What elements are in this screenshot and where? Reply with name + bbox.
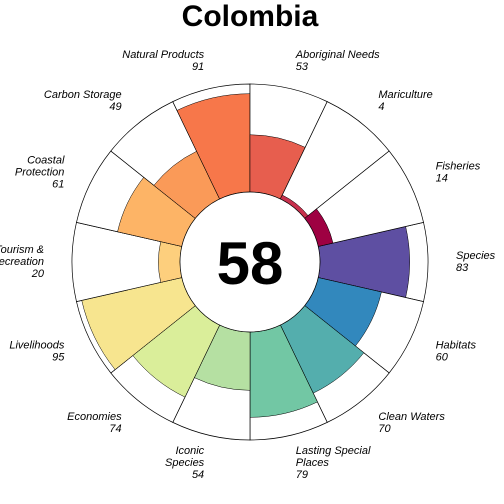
category-label-iconic-species: Iconic <box>175 445 204 457</box>
value-label-economies: 74 <box>109 423 121 435</box>
value-label-clean-waters: 70 <box>378 423 391 435</box>
category-label-carbon-storage: Carbon Storage <box>44 89 122 101</box>
category-label-coastal-protection: Protection <box>15 167 65 179</box>
category-label-natural-products: Natural Products <box>122 49 204 61</box>
label-habitats: Habitats 60 <box>436 339 477 363</box>
value-label-livelihoods: 95 <box>52 351 65 363</box>
value-label-coastal-protection: 61 <box>52 179 64 191</box>
category-label-coastal-protection: Coastal <box>27 155 65 167</box>
label-carbon-storage: Carbon Storage 49 <box>44 89 122 113</box>
label-livelihoods: Livelihoods 95 <box>9 339 65 363</box>
category-label-lasting-special-places: Places <box>296 457 330 469</box>
petal-tourism-recreation <box>158 241 183 283</box>
label-iconic-species: Iconic Species 54 <box>165 445 205 481</box>
category-label-mariculture: Mariculture <box>378 89 432 101</box>
label-natural-products: Natural Products 91 <box>122 49 204 73</box>
category-label-tourism-recreation: Tourism & <box>0 244 44 256</box>
label-fisheries: Fisheries 14 <box>436 161 481 185</box>
value-label-species: 83 <box>456 262 469 274</box>
label-tourism-recreation: Tourism &Recreation20 <box>0 244 45 280</box>
category-label-aboriginal-needs: Aboriginal Needs <box>295 49 380 61</box>
label-economies: Economies 74 <box>67 411 122 435</box>
category-label-species: Species <box>456 250 496 262</box>
label-coastal-protection: Coastal Protection 61 <box>15 155 65 191</box>
category-label-fisheries: Fisheries <box>436 161 481 173</box>
label-mariculture: Mariculture 4 <box>378 89 432 113</box>
category-label-tourism-recreation: Recreation <box>0 256 44 268</box>
value-label-carbon-storage: 49 <box>109 101 121 113</box>
value-label-fisheries: 14 <box>436 173 448 185</box>
value-label-tourism-recreation: 20 <box>31 268 45 280</box>
overall-score: 58 <box>217 230 284 297</box>
value-label-habitats: 60 <box>436 351 449 363</box>
label-clean-waters: Clean Waters 70 <box>378 411 445 435</box>
category-label-clean-waters: Clean Waters <box>378 411 445 423</box>
center-circle <box>179 191 321 333</box>
label-species: Species 83 <box>456 250 496 274</box>
value-label-iconic-species: 54 <box>192 469 204 481</box>
category-label-economies: Economies <box>67 411 122 423</box>
value-label-lasting-special-places: 79 <box>296 469 308 481</box>
category-label-habitats: Habitats <box>436 339 477 351</box>
label-aboriginal-needs: Aboriginal Needs 53 <box>295 49 380 73</box>
category-label-livelihoods: Livelihoods <box>9 339 65 351</box>
value-label-natural-products: 91 <box>192 61 204 73</box>
petals-layer <box>71 83 429 441</box>
chart-title: Colombia <box>182 0 319 33</box>
category-label-lasting-special-places: Lasting Special <box>296 445 371 457</box>
category-label-iconic-species: Species <box>165 457 205 469</box>
label-lasting-special-places: Lasting Special Places 79 <box>296 445 371 481</box>
value-label-aboriginal-needs: 53 <box>296 61 309 73</box>
value-label-mariculture: 4 <box>378 101 384 113</box>
